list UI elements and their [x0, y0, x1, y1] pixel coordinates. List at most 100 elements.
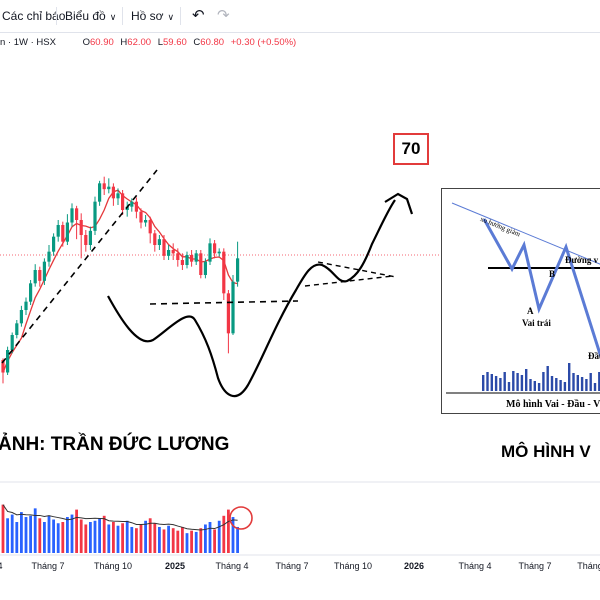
volume-bar — [190, 530, 193, 553]
candle — [107, 178, 111, 194]
volume-bar — [158, 526, 161, 553]
candle — [38, 266, 42, 287]
time-axis-tick: Tháng 10 — [334, 561, 372, 571]
inset-downtrend-line — [451, 202, 600, 265]
time-axis-tick: Tháng 7 — [275, 561, 308, 571]
candle — [56, 220, 60, 242]
high-value: 62.00 — [127, 37, 152, 48]
volume-bar — [84, 524, 88, 553]
candle — [203, 258, 207, 279]
inset-head-label: Đầu — [588, 351, 600, 361]
candle — [70, 203, 74, 227]
volume-bar — [199, 528, 203, 553]
volume-bar — [61, 522, 65, 553]
volume-series — [1, 504, 239, 553]
pattern-reference-image: xu hướng giảm Đường v A B Vai trái Đầu M… — [441, 188, 600, 414]
profile-button[interactable]: Hồ sơ ∨ — [131, 9, 174, 23]
open-value: 60.90 — [89, 37, 114, 48]
volume-bar — [236, 526, 239, 553]
candle — [130, 198, 134, 212]
candle — [213, 240, 217, 259]
candle — [93, 196, 97, 235]
volume-bar — [121, 523, 124, 553]
volume-bar — [24, 517, 28, 553]
candle — [52, 233, 56, 256]
drawing-pattern-path — [107, 199, 396, 398]
candle — [199, 250, 203, 279]
candle — [139, 208, 143, 229]
symbol-label[interactable]: n · 1W · HSX — [0, 37, 56, 48]
volume-bar — [29, 515, 32, 553]
volume-bar — [79, 519, 83, 553]
candle — [33, 264, 37, 287]
chevron-down-icon: ∨ — [167, 12, 175, 22]
inset-point-a: A — [527, 306, 534, 316]
candle — [194, 250, 198, 265]
indicators-button[interactable]: Các chỉ báo — [2, 9, 66, 23]
candle — [116, 188, 120, 205]
time-axis-tick: 4 — [0, 561, 3, 571]
candle — [47, 245, 51, 267]
volume-bar — [70, 514, 74, 553]
chart-type-button[interactable]: Biểu đồ ∨ — [65, 9, 116, 23]
candle — [111, 183, 115, 206]
profile-label: Hồ sơ — [131, 9, 164, 23]
volume-bar — [135, 528, 138, 553]
candle — [84, 230, 88, 252]
candle — [171, 243, 175, 260]
high-label: H — [120, 37, 128, 48]
time-axis-tick: Tháng 10 — [94, 561, 132, 571]
candle — [144, 215, 148, 227]
volume-bar — [15, 522, 19, 553]
inset-neckline-label: Đường v — [565, 255, 599, 265]
volume-average-line — [2, 504, 238, 531]
volume-bar — [227, 509, 230, 553]
volume-bar — [222, 515, 226, 553]
volume-bar — [89, 522, 92, 553]
candle — [24, 297, 28, 315]
candle — [42, 258, 46, 285]
volume-bar — [185, 533, 189, 553]
volume-bar — [38, 518, 42, 553]
volume-bar — [153, 523, 157, 553]
volume-bar — [213, 529, 216, 553]
volume-bar — [33, 508, 37, 553]
candle — [180, 253, 184, 270]
inset-caption: Mô hình Vai - Đầu - V — [506, 399, 600, 410]
candle — [88, 226, 92, 250]
volume-bar — [98, 518, 101, 553]
volume-bar — [93, 520, 97, 553]
candle — [185, 251, 189, 269]
undo-icon[interactable]: ↶ — [192, 7, 205, 24]
volume-bar — [102, 515, 106, 553]
candle — [162, 235, 166, 260]
chart-type-label: Biểu đồ — [65, 9, 106, 23]
chevron-down-icon: ∨ — [109, 12, 117, 22]
volume-bar — [144, 520, 147, 553]
volume-bar — [43, 522, 46, 553]
drawing-target-arrowhead — [384, 192, 414, 215]
top-toolbar: Các chỉ báo Biểu đồ ∨ Hồ sơ ∨ ↶ ↷ — [0, 0, 600, 33]
candle — [125, 201, 129, 217]
time-axis: 4 Tháng 7 Tháng 10 2025 Tháng 4 Tháng 7 Tháng … — [0, 561, 600, 571]
close-value: 60.80 — [200, 37, 225, 48]
low-label: L — [157, 37, 163, 48]
open-label: O — [82, 37, 90, 48]
candle — [153, 230, 157, 252]
time-axis-tick: Tháng — [577, 561, 600, 571]
volume-bar — [75, 509, 78, 553]
time-axis-tick: Tháng 4 — [458, 561, 491, 571]
volume-bar — [231, 517, 235, 553]
volume-bar — [20, 512, 23, 553]
candle — [236, 241, 240, 287]
ohlc-legend: n · 1W · HSX O60.90 H62.00 L59.60 C60.80… — [0, 37, 300, 51]
volume-highlight-circle — [229, 506, 253, 530]
candle — [75, 205, 79, 240]
volume-bar — [116, 525, 120, 553]
volume-bar — [162, 529, 166, 553]
candle — [102, 176, 106, 195]
volume-bar — [167, 525, 170, 553]
candle — [6, 346, 10, 375]
redo-icon[interactable]: ↷ — [217, 7, 230, 24]
